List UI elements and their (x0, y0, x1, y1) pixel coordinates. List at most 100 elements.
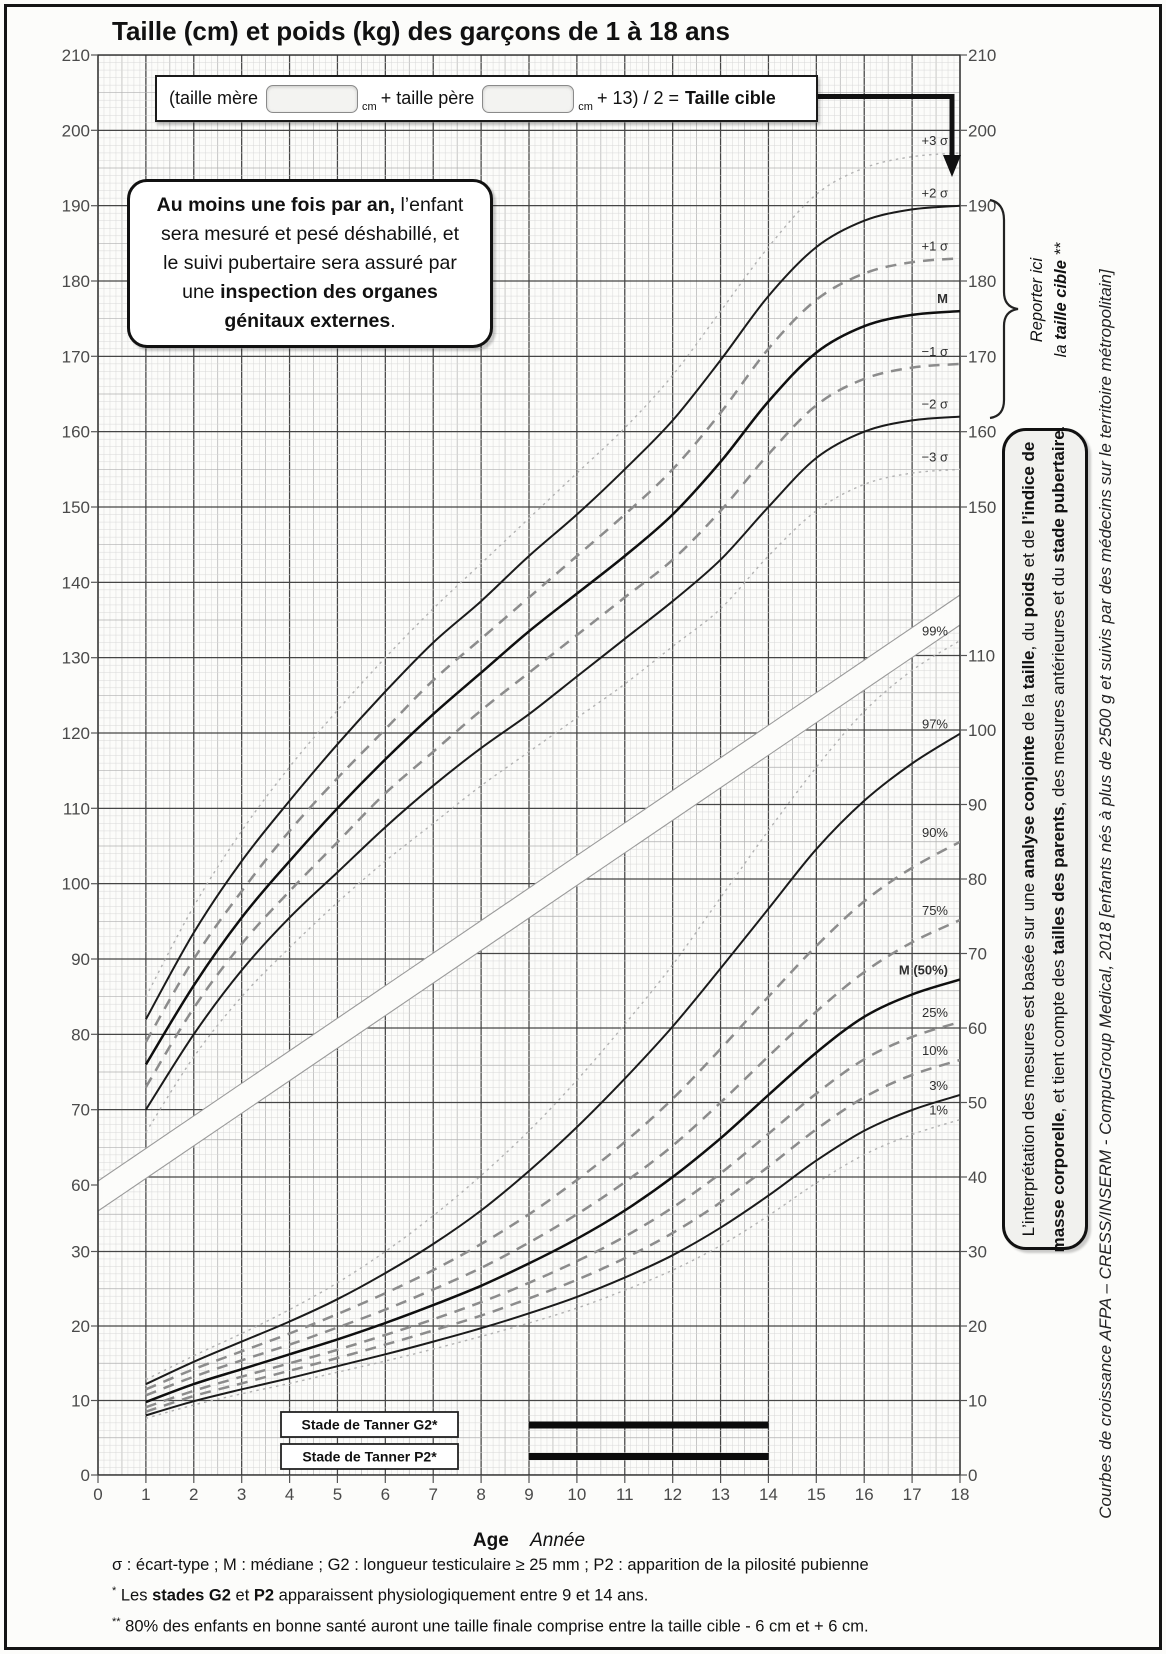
curve-10% (145, 1058, 960, 1413)
curve-label: +3 σ (922, 133, 948, 148)
axis-tick-label: 20 (968, 1317, 987, 1336)
curve-M (144, 309, 960, 1066)
axis-tick-label: 5 (333, 1485, 342, 1504)
note-line: génitaux externes. (224, 310, 396, 332)
down-arrow-icon (943, 155, 961, 177)
page-title: Taille (cm) et poids (kg) des garçons de… (112, 16, 730, 46)
curve-90% (145, 840, 960, 1391)
axis-tick-label: 3 (237, 1485, 246, 1504)
axis-tick-label: 120 (62, 724, 90, 743)
footnote-star-marker: * (112, 1585, 117, 1597)
curve-label: 1% (929, 1103, 948, 1118)
interpretation-line-2: masse corporelle, et tient compte des ta… (1049, 425, 1068, 1253)
axis-tick-label: 130 (62, 649, 90, 668)
mother-height-input[interactable] (266, 84, 359, 113)
axis-tick-label: 13 (711, 1485, 730, 1504)
taille-cible-label: la taille cible ** (1052, 242, 1070, 357)
axis-tick-label: 180 (62, 272, 90, 291)
axis-tick-label: 12 (663, 1485, 682, 1504)
source-attribution: Courbes de croissance AFPA – CRESS/INSER… (1096, 269, 1115, 1519)
note-line: sera mesuré et pesé déshabillé, et (160, 223, 460, 245)
curve-label: 90% (922, 825, 948, 840)
height-curves (144, 152, 960, 1133)
curve-label: M (50%) (899, 963, 948, 978)
tanner-g2-label-box (280, 1411, 459, 1438)
axis-tick-label: 110 (63, 799, 90, 818)
axis-tick-label: 10 (567, 1485, 586, 1504)
axis-tick-label: 20 (71, 1317, 90, 1336)
axis-tick-label: 170 (968, 347, 996, 366)
formula-unit-cm-1: cm (362, 101, 377, 113)
tanner-stage-markers: Stade de Tanner G2* Stade de Tanner P2* (280, 1411, 769, 1470)
axis-tick-label: 60 (968, 1019, 987, 1038)
axis-tick-label: 40 (968, 1168, 987, 1187)
curve-labels: +3 σ +2 σ +1 σ M −1 σ −2 σ −3 σ 99% 97% 90% 75% M (… (899, 133, 949, 1118)
curve-label: 25% (922, 1005, 948, 1020)
axis-tick-label: 70 (71, 1101, 90, 1120)
axis-tick-label: 110 (968, 647, 995, 666)
interpretation-line-1: L’interprétation des mesures est basée s… (1019, 441, 1038, 1237)
axis-tick-labels: 2102001901801701601501401301201101009080… (62, 46, 997, 1504)
axis-tick-label: 9 (524, 1485, 533, 1504)
axis-tick-label: 17 (903, 1485, 922, 1504)
formula-part3: + 13) / 2 = (596, 88, 679, 108)
diagonal-separator-band (97, 594, 961, 1212)
axis-tick-label: 11 (616, 1485, 634, 1504)
axis-tick-label: 18 (951, 1485, 970, 1504)
curly-brace-icon (989, 198, 1019, 420)
axis-tick-label: 30 (71, 1243, 90, 1262)
target-height-connector-line (818, 94, 955, 156)
axis-tick-label: 190 (62, 197, 90, 216)
tanner-p2-bar (529, 1453, 769, 1460)
axis-tick-label: 30 (968, 1243, 987, 1262)
axis-tick-label: 80 (968, 870, 987, 889)
axis-tick-label: 90 (968, 796, 987, 815)
formula-part1: (taille mère (169, 88, 259, 108)
axis-tick-label: 70 (968, 945, 987, 964)
axis-tick-label: 7 (428, 1485, 437, 1504)
footnote-star: * Les stades G2 et P2 apparaissent physi… (112, 1578, 869, 1609)
curve-label: 75% (922, 903, 948, 918)
curve-+2 σ (145, 204, 960, 1020)
axis-tick-label: 60 (71, 1176, 90, 1195)
curve-M (50%) (145, 978, 960, 1404)
taille-cible-pre: la (1052, 340, 1070, 357)
father-height-input[interactable] (482, 84, 575, 113)
axis-tick-label: 50 (968, 1094, 987, 1113)
axis-tick-label: 140 (62, 573, 90, 592)
note-line: le suivi pubertaire sera assuré par (163, 252, 457, 274)
footnote-definitions: σ : écart-type ; M : médiane ; G2 : long… (112, 1556, 869, 1574)
footnote-double-star-marker: ** (112, 1615, 121, 1628)
tanner-g2-bar (529, 1421, 769, 1429)
curve-label: 10% (922, 1043, 948, 1058)
curve-label: M (937, 291, 948, 306)
axis-tick-label: 10 (71, 1392, 90, 1411)
axis-tick-label: 0 (93, 1485, 102, 1504)
annual-checkup-note-box: Au moins une fois par an, l’enfant sera … (127, 179, 493, 348)
axis-tick-label: 2 (189, 1485, 198, 1504)
axis-tick-label: 170 (62, 347, 90, 366)
axis-tick-label: 100 (62, 875, 90, 894)
curve-75% (145, 918, 960, 1397)
axis-tick-label: 8 (476, 1485, 485, 1504)
footnote-double-star-text: 80% des enfants en bonne santé auront un… (120, 1617, 869, 1635)
curve-−1 σ (144, 362, 960, 1088)
tanner-g2-label: Stade de Tanner G2* (302, 1417, 438, 1433)
axis-tick-label: 14 (759, 1485, 778, 1504)
formula-result-label: Taille cible (685, 88, 776, 108)
axis-tick-label: 4 (285, 1485, 294, 1504)
curve-label: +2 σ (922, 186, 948, 201)
note-line: Au moins une fois par an, l’enfant (156, 194, 464, 216)
axis-tick-label: 200 (62, 121, 90, 140)
footnotes: σ : écart-type ; M : médiane ; G2 : long… (112, 1552, 869, 1639)
curve-label: 97% (922, 717, 948, 732)
axis-tick-label: 210 (968, 46, 996, 65)
interpretation-side-box: L’interprétation des mesures est basée s… (1002, 426, 1088, 1252)
formula-part2: + taille père (380, 88, 475, 108)
axis-tick-label: 16 (855, 1485, 874, 1504)
tanner-p2-label-box (280, 1443, 459, 1470)
curve-−3 σ (145, 468, 960, 1133)
axis-tick-label: 90 (71, 950, 90, 969)
